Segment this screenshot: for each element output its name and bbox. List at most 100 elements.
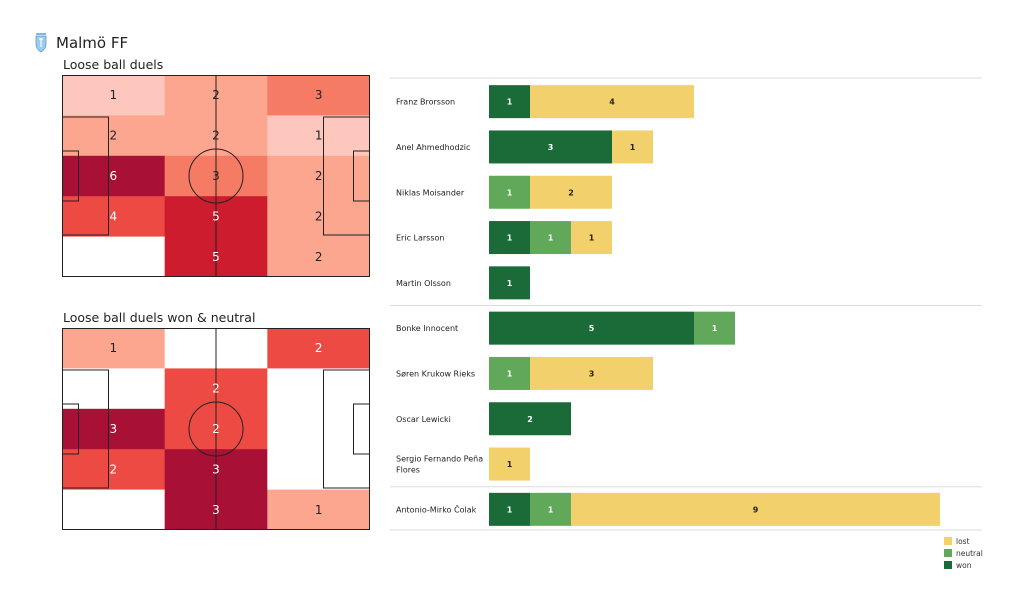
player-label-line: Sergio Fernando Peña: [396, 455, 483, 464]
heat-cell: [62, 328, 166, 369]
player-label: Antonio-Mirko Čolak: [396, 503, 477, 514]
player-label-line: Søren Krukow Rieks: [396, 369, 475, 378]
bar-value-label: 2: [527, 415, 533, 424]
heat-cell: [62, 489, 166, 530]
heat-cell: [62, 408, 166, 450]
heat-cell-label: 3: [315, 88, 323, 102]
heat-cell-label: 4: [110, 209, 118, 223]
bar-segment-won: [489, 492, 530, 526]
pitch-goal-area-right: [353, 403, 370, 455]
heatmap-loose-ball-duels: 1 2 3 2 2 1 6 3 2 4 5 2 5 2: [62, 75, 370, 277]
bar-value-label: 1: [507, 98, 513, 107]
player-label: Martin Olsson: [396, 279, 451, 288]
bar-value-label: 1: [712, 324, 718, 333]
player-label: Sergio Fernando Peña Flores: [396, 455, 483, 475]
heat-cell: [267, 449, 370, 491]
pitch-goal-area-right: [353, 150, 370, 202]
malmo-ff-crest-icon: [35, 33, 47, 53]
heat-cell: [62, 196, 166, 238]
legend-label: lost: [956, 536, 970, 546]
bar-segment-neutral: [530, 221, 571, 255]
player-label: Anel Ahmedhodzic: [396, 143, 470, 152]
bar-segment-won: [489, 266, 530, 300]
bar-segment-won: [489, 311, 694, 345]
legend-label: neutral: [956, 548, 983, 558]
bar-value-label: 1: [507, 460, 513, 469]
heat-cell-label: 5: [212, 209, 220, 223]
bar-segment-neutral: [489, 175, 530, 209]
heat-cell: [267, 368, 370, 410]
pitch-goal-area-left: [62, 150, 79, 202]
player-label: Niklas Moisander: [396, 188, 465, 197]
heat-cell-label: 2: [315, 169, 323, 183]
heat-cell: [62, 236, 166, 277]
heat-cell: [267, 75, 370, 116]
heat-cell-label: 1: [315, 503, 323, 517]
pitch-heatmap-svg: 1 2 2 3 2 2 3 3 1: [62, 328, 370, 530]
heat-cell-label: 2: [315, 341, 323, 355]
heat-cell-label: 3: [212, 503, 220, 517]
bar-segment-lost: [489, 447, 530, 481]
heat-cell: [267, 155, 370, 197]
heat-cell: [62, 449, 166, 491]
player-label: Søren Krukow Rieks: [396, 369, 475, 378]
bar-value-label: 1: [507, 188, 513, 197]
heatmap-title-loose-ball-duels: Loose ball duels: [63, 57, 164, 72]
heat-cell-label: 3: [212, 462, 220, 476]
player-label-line: Antonio-Mirko Čolak: [396, 503, 477, 514]
bar-segment-won: [489, 85, 530, 119]
heat-cell-label: 2: [212, 382, 220, 396]
bar-segment-won: [489, 221, 530, 255]
heat-cell-label: 2: [212, 88, 220, 102]
player-label-line: Franz Brorsson: [396, 98, 455, 107]
player-label-line: Eric Larsson: [396, 234, 444, 243]
heat-cell-label: 5: [212, 250, 220, 264]
bar-value-label: 1: [630, 143, 636, 152]
heat-cell-label: 2: [212, 422, 220, 436]
heat-cell-label: 3: [110, 422, 118, 436]
pitch-goal-area-left: [62, 403, 79, 455]
bar-value-label: 1: [589, 234, 595, 243]
pitch-heatmap-svg: 1 2 3 2 2 1 6 3 2 4 5 2 5 2: [62, 75, 370, 277]
heatmap-title-won-neutral: Loose ball duels won & neutral: [63, 310, 256, 325]
player-label: Eric Larsson: [396, 234, 444, 243]
heat-cell: [267, 408, 370, 450]
bar-segment-lost: [571, 492, 940, 526]
heat-cell: [62, 115, 166, 157]
bar-segment-won: [489, 402, 571, 436]
heat-cell: [62, 368, 166, 410]
bar-value-label: 5: [589, 324, 595, 333]
legend: lost neutral won: [944, 535, 983, 571]
stacked-bar-svg: Franz Brorsson 1 4 Anel Ahmedhodzic 3 1 Niklas…: [390, 77, 982, 531]
legend-label: won: [956, 560, 972, 570]
bar-segment-lost: [530, 175, 612, 209]
bar-value-label: 4: [609, 98, 615, 107]
heat-cell-label: 6: [110, 169, 118, 183]
player-label-line: Niklas Moisander: [396, 188, 465, 197]
pitch-center-circle: [188, 401, 244, 457]
player-label-line: Bonke Innocent: [396, 324, 458, 333]
heat-cell: [267, 489, 370, 530]
bar-segment-lost: [530, 85, 694, 119]
legend-swatch-won: [944, 561, 952, 569]
player-label: Bonke Innocent: [396, 324, 458, 333]
player-label-line: Martin Olsson: [396, 279, 451, 288]
heat-cell: [267, 236, 370, 277]
bar-segment-neutral: [530, 492, 571, 526]
bar-value-label: 3: [589, 369, 595, 378]
bar-segment-won: [489, 130, 612, 164]
heat-cell-label: 2: [315, 250, 323, 264]
legend-swatch-lost: [944, 537, 952, 545]
header: Malmö FF: [34, 32, 128, 54]
heat-cell: [267, 328, 370, 369]
heat-cell-label: 3: [212, 169, 220, 183]
heat-cell: [267, 115, 370, 157]
bar-value-label: 1: [507, 279, 513, 288]
pitch-center-circle: [188, 148, 244, 204]
bar-segment-neutral: [694, 311, 735, 345]
team-title: Malmö FF: [56, 34, 129, 52]
bar-value-label: 9: [753, 505, 759, 514]
bar-segment-lost: [612, 130, 653, 164]
bar-value-label: 1: [507, 505, 513, 514]
bar-segment-lost: [530, 356, 653, 390]
